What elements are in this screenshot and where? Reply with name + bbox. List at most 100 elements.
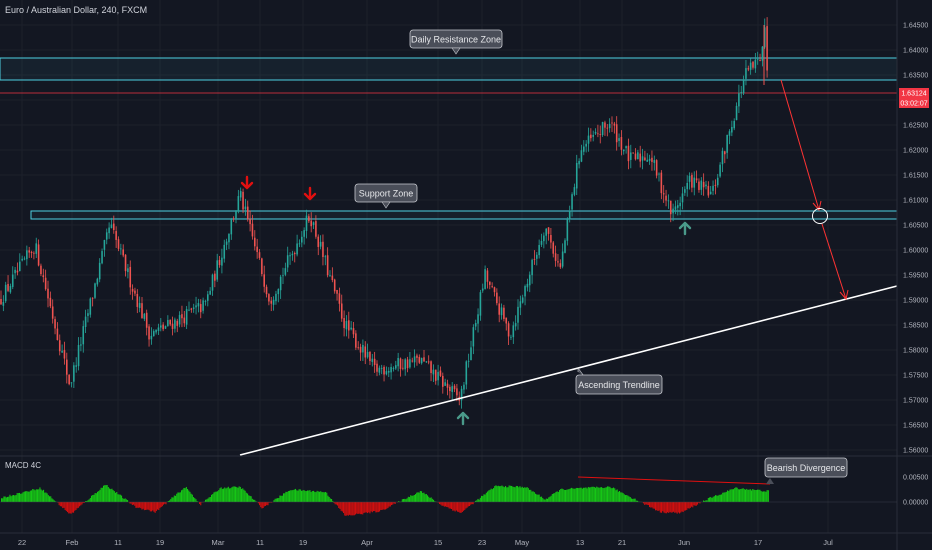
candle-body — [122, 249, 124, 256]
candle-body — [58, 340, 61, 352]
macd-bar — [635, 500, 637, 502]
target-circle — [812, 208, 828, 224]
time-tick-label: 19 — [156, 538, 164, 547]
macd-pane[interactable]: MACD 4C Bearish Divergence 0.00500 0.0000… — [0, 457, 928, 516]
candle-body — [693, 177, 696, 188]
macd-bar — [667, 502, 669, 513]
macd-bar — [309, 490, 311, 502]
divergence-callout[interactable]: Bearish Divergence — [764, 457, 848, 484]
macd-bar — [118, 494, 120, 502]
time-axis[interactable]: 22 Feb 11 19 Mar 11 19 Apr 15 23 May 13 21 Jun 17 Jul — [0, 532, 932, 547]
candle-body — [134, 290, 136, 294]
candle-body — [639, 153, 641, 162]
macd-bar — [38, 489, 40, 502]
candle-body — [345, 321, 348, 330]
macd-bar — [575, 487, 577, 502]
candle-body — [474, 323, 477, 327]
candle-body — [733, 120, 735, 129]
macd-bar — [165, 502, 167, 505]
candle-body — [521, 297, 524, 303]
macd-bar — [337, 502, 339, 506]
macd-bar — [497, 485, 499, 502]
candle-body — [719, 164, 721, 177]
macd-bar — [562, 489, 564, 502]
candle-body — [547, 227, 550, 234]
macd-bar — [316, 490, 318, 502]
candle-body — [87, 313, 89, 316]
macd-bar — [543, 499, 545, 502]
macd-bar — [29, 490, 31, 502]
support-callout[interactable]: Support Zone — [354, 183, 418, 209]
price-axis[interactable]: 1.645001.640001.635001.630001.625001.620… — [896, 0, 929, 550]
macd-bar — [603, 488, 605, 502]
candle-body — [352, 328, 355, 335]
macd-bar — [283, 493, 285, 502]
macd-bar — [560, 489, 562, 502]
macd-bar — [46, 493, 48, 502]
candle-body — [493, 287, 496, 293]
macd-bar — [25, 491, 27, 502]
macd-bar — [681, 502, 683, 512]
macd-bar — [759, 489, 761, 502]
macd-bar — [485, 492, 487, 502]
macd-bar — [73, 502, 75, 513]
macd-bar — [412, 495, 414, 502]
macd-bar — [729, 489, 731, 502]
candle-body — [167, 320, 169, 327]
macd-bar — [752, 488, 754, 502]
candle-body — [268, 294, 270, 302]
candle-body — [291, 253, 294, 256]
macd-bar — [356, 502, 358, 514]
macd-bar — [70, 502, 72, 514]
macd-bar — [423, 492, 425, 502]
candle-body — [425, 361, 428, 363]
candle-body — [108, 227, 110, 234]
candle-body — [225, 241, 228, 245]
candle-body — [695, 178, 698, 181]
macd-bar — [409, 497, 411, 502]
macd-bar — [292, 489, 294, 502]
macd-bar — [723, 492, 725, 502]
macd-bar — [323, 492, 325, 502]
macd-bar — [151, 502, 153, 512]
macd-bar — [211, 494, 213, 502]
macd-bar — [41, 490, 43, 502]
macd-bar — [344, 502, 346, 516]
macd-bar — [89, 497, 91, 502]
candle-body — [251, 223, 254, 237]
macd-bar — [532, 491, 534, 502]
candle-body — [566, 218, 569, 241]
macd-bar — [232, 486, 234, 502]
macd-bar — [245, 492, 247, 502]
candle-body — [190, 308, 193, 310]
candle-body — [705, 184, 707, 187]
candle-body — [627, 145, 630, 162]
macd-bar — [509, 485, 511, 502]
candle-body — [413, 356, 416, 363]
candle-body — [326, 255, 329, 276]
trendline-callout[interactable]: Ascending Trendline — [575, 367, 663, 395]
macd-bar — [143, 502, 145, 511]
candle-body — [590, 134, 592, 139]
candle-body — [371, 358, 374, 362]
macd-bar — [764, 491, 766, 502]
projection-arrowhead-2 — [839, 289, 849, 301]
candle-body — [110, 224, 113, 229]
resistance-callout[interactable]: Daily Resistance Zone — [409, 29, 503, 55]
macd-bar — [703, 500, 705, 502]
macd-bar — [20, 493, 22, 502]
macd-bar — [349, 502, 351, 515]
macd-bar — [158, 502, 160, 510]
macd-bar — [418, 492, 420, 502]
macd-bar — [140, 502, 142, 509]
support-zone-box[interactable] — [30, 210, 898, 220]
macd-bar — [634, 498, 636, 502]
ascending-trendline[interactable] — [239, 285, 898, 456]
macd-bar — [99, 489, 101, 502]
macd-bar — [381, 502, 383, 511]
macd-bar — [1, 498, 3, 502]
macd-bar — [159, 502, 161, 509]
macd-bar — [109, 488, 111, 502]
macd-bar — [568, 489, 570, 502]
